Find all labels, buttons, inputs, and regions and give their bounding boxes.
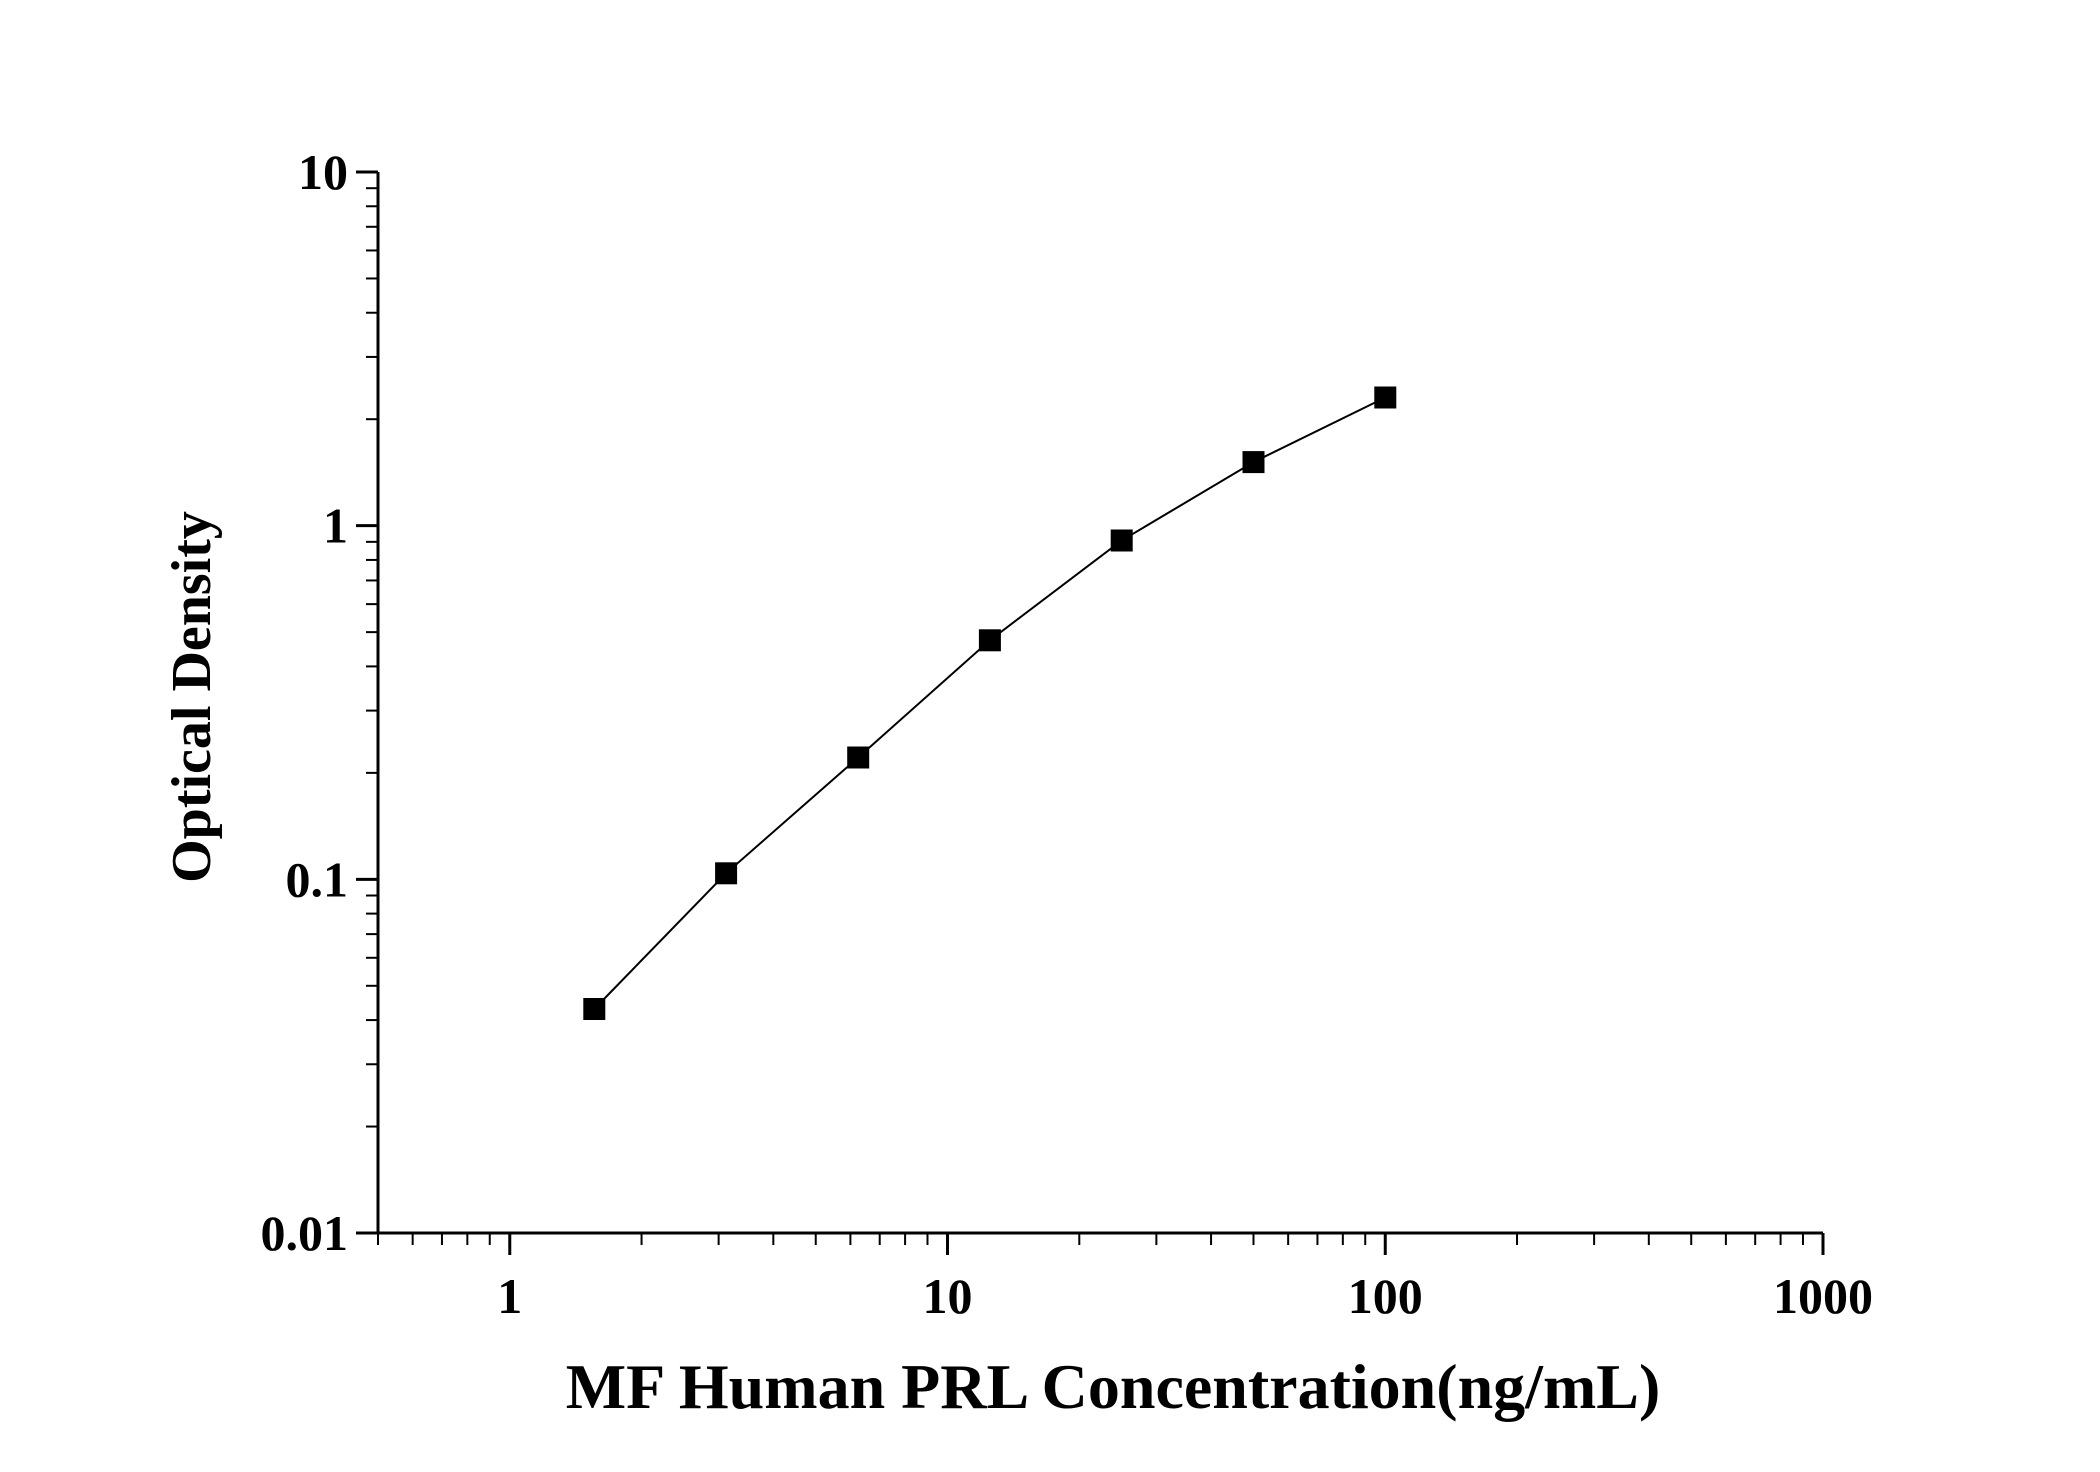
data-point xyxy=(715,862,738,885)
data-point xyxy=(978,629,1001,652)
data-point xyxy=(1110,529,1133,552)
y-tick-label: 1 xyxy=(323,498,348,554)
tick-marks xyxy=(356,170,1825,1255)
x-axis-title: MF Human PRL Concentration(ng/mL) xyxy=(566,1351,1661,1422)
data-point xyxy=(583,998,606,1020)
x-tick-label: 1000 xyxy=(1773,1268,1873,1324)
axes xyxy=(376,172,1823,1235)
data-point xyxy=(1242,451,1265,474)
y-tick-label: 0.1 xyxy=(286,851,349,907)
fit-curve xyxy=(593,396,1386,1010)
y-tick-label: 0.01 xyxy=(261,1205,349,1261)
y-tick-label: 10 xyxy=(298,144,348,200)
data-series xyxy=(583,386,1397,1020)
x-tick-label: 100 xyxy=(1348,1268,1423,1324)
tick-labels: 0.01 0.1 1 10 1 10 100 1000 xyxy=(261,144,1874,1324)
x-tick-label: 1 xyxy=(497,1268,522,1324)
x-tick-label: 10 xyxy=(923,1268,973,1324)
data-point xyxy=(1374,386,1397,409)
data-point xyxy=(847,746,870,769)
y-axis-title: Optical Density xyxy=(161,511,223,883)
